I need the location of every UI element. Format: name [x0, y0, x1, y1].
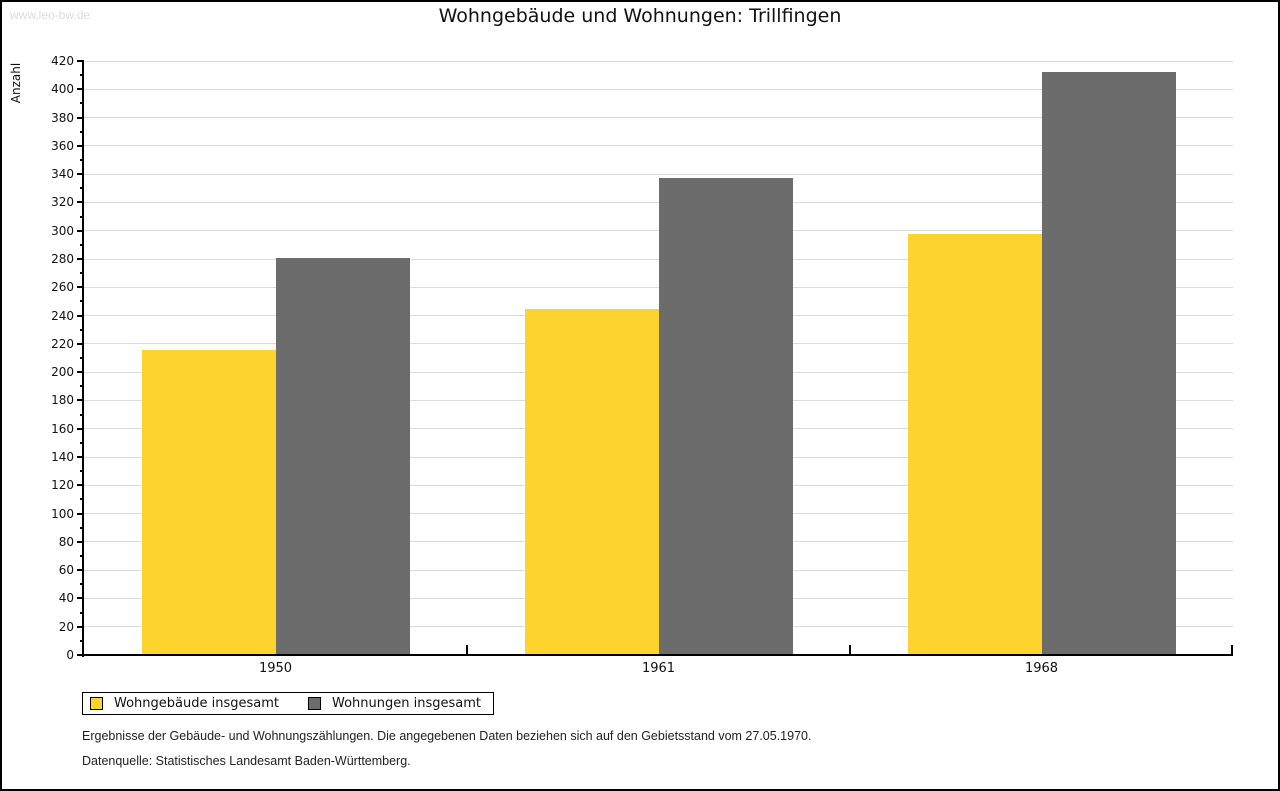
y-axis-major-tick [77, 654, 84, 656]
bar-wohngebaeude-1961 [524, 308, 659, 655]
y-axis-major-tick [77, 484, 84, 487]
y-tick-label: 300 [51, 223, 74, 238]
y-tick-label: 420 [51, 54, 74, 68]
y-axis-major-tick [77, 314, 84, 317]
legend-swatch-wohnungen [308, 697, 321, 710]
y-tick-label: 140 [51, 450, 74, 464]
y-axis-major-tick [77, 512, 84, 515]
y-axis-major-tick [77, 258, 84, 260]
y-axis-major-tick [77, 229, 84, 232]
gridline [84, 145, 1233, 147]
y-tick-label: 360 [51, 138, 74, 153]
bar-wohnungen-1968 [1041, 72, 1176, 655]
y-tick-label: 60 [58, 563, 74, 578]
x-tick-label: 1968 [1024, 661, 1059, 676]
footnote-gebietsstand: Ergebnisse der Gebäude- und Wohnungszähl… [82, 729, 812, 743]
y-axis-major-tick [77, 88, 84, 91]
y-axis-major-tick [77, 201, 84, 204]
bar-wohnungen-1950 [275, 257, 410, 655]
x-axis-end-tick [1231, 645, 1233, 655]
x-tick-label: 1961 [641, 661, 676, 676]
y-axis-major-tick [77, 286, 84, 289]
y-axis-major-tick [77, 540, 84, 543]
y-axis-major-tick [77, 342, 84, 345]
x-tick-label: 1950 [258, 661, 293, 676]
legend-item: Wohngebäude insgesamt [90, 696, 279, 711]
y-tick-label: 220 [51, 336, 74, 351]
bar-wohngebaeude-1950 [141, 349, 276, 655]
y-tick-label: 120 [51, 478, 74, 493]
y-tick-label: 280 [51, 252, 74, 266]
y-tick-label: 80 [58, 534, 74, 549]
watermark: www.leo-bw.de [10, 8, 91, 22]
y-tick-label: 100 [51, 506, 74, 521]
y-axis-title: Anzahl [9, 62, 23, 104]
y-axis-major-tick [77, 427, 84, 430]
y-axis-major-tick [77, 625, 84, 628]
y-axis-major-tick [77, 371, 84, 374]
y-tick-label: 260 [51, 280, 74, 295]
y-tick-label: 320 [51, 195, 74, 210]
y-tick-label: 400 [51, 82, 74, 97]
y-tick-label: 20 [58, 619, 74, 634]
y-tick-label: 380 [51, 110, 74, 125]
legend-swatch-wohngebaeude [90, 697, 103, 710]
y-tick-label: 240 [51, 308, 74, 323]
legend-label: Wohnungen insgesamt [332, 696, 481, 711]
legend: Wohngebäude insgesamt Wohnungen insgesam… [82, 692, 494, 715]
gridline [84, 60, 1233, 62]
y-axis-major-tick [77, 569, 84, 572]
y-axis-major-tick [77, 116, 84, 119]
chart-title: Wohngebäude und Wohnungen: Trillfingen [438, 5, 842, 27]
y-tick-label: 0 [66, 648, 74, 662]
y-tick-label: 340 [51, 167, 74, 182]
y-tick-label: 40 [58, 591, 74, 606]
bar-wohngebaeude-1968 [907, 233, 1042, 655]
x-axis-tick [466, 645, 468, 655]
gridline [84, 173, 1233, 175]
y-tick-label: 180 [51, 393, 74, 408]
legend-label: Wohngebäude insgesamt [114, 696, 279, 711]
y-axis-major-tick [77, 597, 84, 600]
gridline [84, 117, 1233, 119]
y-axis-major-tick [77, 456, 84, 458]
y-axis-line [82, 61, 84, 657]
x-axis-line [82, 654, 1233, 656]
y-axis-major-tick [77, 173, 84, 176]
legend-item: Wohnungen insgesamt [308, 696, 481, 711]
gridline [84, 88, 1233, 90]
x-axis-tick [849, 645, 851, 655]
y-tick-label: 160 [51, 421, 74, 436]
bar-wohnungen-1961 [658, 178, 793, 655]
y-axis-major-tick [77, 144, 84, 147]
y-axis-major-tick [77, 60, 84, 62]
y-axis-major-tick [77, 399, 84, 402]
y-tick-label: 200 [51, 365, 74, 380]
footnote-datenquelle: Datenquelle: Statistisches Landesamt Bad… [82, 754, 411, 768]
